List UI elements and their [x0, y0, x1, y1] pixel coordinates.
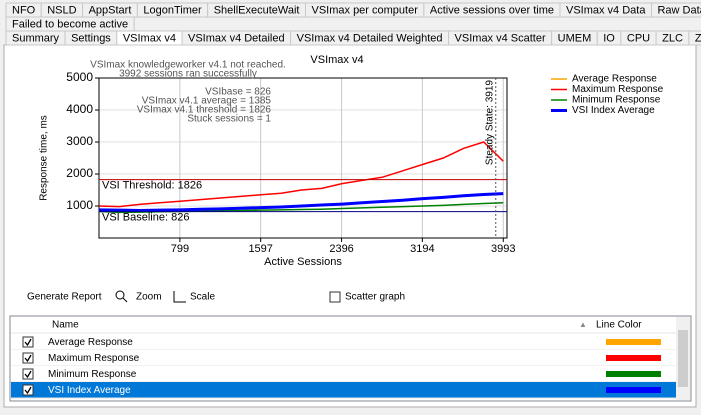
checkbox[interactable]	[329, 291, 341, 303]
generate-report[interactable]: Generate Report	[27, 292, 102, 303]
zoom-icon	[122, 297, 128, 303]
table-row[interactable]	[11, 382, 676, 398]
tab[interactable]	[650, 2, 701, 18]
tab-label: VSImax v4	[123, 32, 176, 44]
column-header[interactable]: Name	[52, 320, 79, 331]
table-row[interactable]	[11, 334, 676, 350]
row-checkbox[interactable]	[22, 352, 34, 364]
stat: VSIbase = 826	[205, 87, 271, 98]
tab-label: LogonTimer	[143, 4, 202, 16]
reference-label: VSI Baseline: 826	[102, 211, 189, 223]
check-mark	[24, 338, 32, 347]
plot-frame	[98, 77, 508, 239]
tab-label: VSImax per computer	[312, 4, 419, 16]
zoom-icon	[115, 290, 125, 300]
tab-label: Settings	[71, 32, 111, 44]
scatter-label: Scatter graph	[345, 292, 405, 303]
x-tick-label: 1597	[248, 243, 272, 255]
legend-label: VSI Index Average	[572, 105, 655, 116]
stat: Stuck sessions = 1	[187, 114, 271, 125]
tab-label: CPU	[627, 32, 650, 44]
row-checkbox[interactable]	[22, 384, 34, 396]
tab-label: NFO	[12, 4, 36, 16]
y-tick-label: 1000	[66, 198, 93, 212]
tab-label: Failed to become active	[12, 18, 128, 30]
y-tick-label: 4000	[66, 102, 93, 116]
x-tick-label: 2396	[329, 243, 353, 255]
x-tick-label: 3194	[410, 243, 434, 255]
check-mark	[24, 354, 32, 363]
tab-label: ShellExecuteWait	[214, 4, 300, 16]
scale-button[interactable]: Scale	[190, 292, 215, 303]
legend-label: Maximum Response	[572, 84, 664, 95]
color-swatch	[606, 339, 661, 345]
scale-icon	[173, 291, 186, 303]
legend-label: Minimum Response	[572, 95, 661, 106]
sort-arrow: ▲	[579, 320, 587, 329]
color-swatch	[606, 387, 661, 393]
row-name: Maximum Response	[48, 353, 140, 364]
tab-label: NSLD	[47, 4, 76, 16]
zoom-button[interactable]: Zoom	[136, 292, 162, 303]
reference-label: VSI Threshold: 1826	[102, 179, 202, 191]
check-mark	[24, 370, 32, 379]
tab-label: VSImax v4 Detailed Weighted	[297, 32, 443, 44]
tab-label: ZHC	[695, 32, 701, 44]
row-checkbox[interactable]	[22, 336, 34, 348]
note: VSImax knowledgeworker v4.1 not reached.	[90, 60, 286, 71]
y-tick-label: 3000	[66, 134, 93, 148]
series-line	[99, 192, 504, 212]
tab-label: Active sessions over time	[430, 4, 554, 16]
tab-label: VSImax v4 Scatter	[455, 32, 546, 44]
row-checkbox[interactable]	[22, 368, 34, 380]
chart-title: VSImax v4	[310, 54, 363, 66]
tab-label: AppStart	[89, 4, 132, 16]
chart-area	[6, 46, 694, 311]
y-axis-label: Response time, ms	[39, 115, 50, 201]
y-tick-label: 5000	[66, 70, 93, 84]
legend-label: Average Response	[572, 74, 657, 85]
tab-label: IO	[603, 32, 615, 44]
table-row[interactable]	[11, 366, 676, 382]
tab-label: Summary	[12, 32, 60, 44]
tab-label: VSImax v4 Detailed	[188, 32, 285, 44]
stat: VSImax v4.1 threshold = 1826	[137, 105, 272, 116]
column-header[interactable]: Line Color	[596, 320, 642, 331]
stat: VSImax v4.1 average = 1385	[142, 96, 272, 107]
series-line	[99, 141, 504, 208]
row-name: Minimum Response	[48, 369, 137, 380]
tab[interactable]	[688, 30, 701, 46]
tab-label: ZLC	[662, 32, 683, 44]
table-row[interactable]	[11, 350, 676, 366]
scroll-thumb[interactable]	[678, 330, 688, 387]
tab-label: VSImax v4 Data	[566, 4, 646, 16]
tab-label: UMEM	[558, 32, 592, 44]
color-swatch	[606, 355, 661, 361]
check-mark	[24, 386, 32, 395]
x-axis-label: Active Sessions	[264, 256, 342, 268]
note: 3992 sessions ran successfully	[119, 69, 257, 80]
row-name: Average Response	[48, 337, 133, 348]
color-swatch	[606, 371, 661, 377]
x-tick-label: 3993	[491, 243, 515, 255]
row-name: VSI Index Average	[48, 385, 131, 396]
steady-state-label: Steady State: 3919	[484, 80, 495, 166]
x-tick-label: 799	[171, 243, 189, 255]
y-tick-label: 2000	[66, 166, 93, 180]
tab-label: Raw Data	[657, 4, 701, 16]
